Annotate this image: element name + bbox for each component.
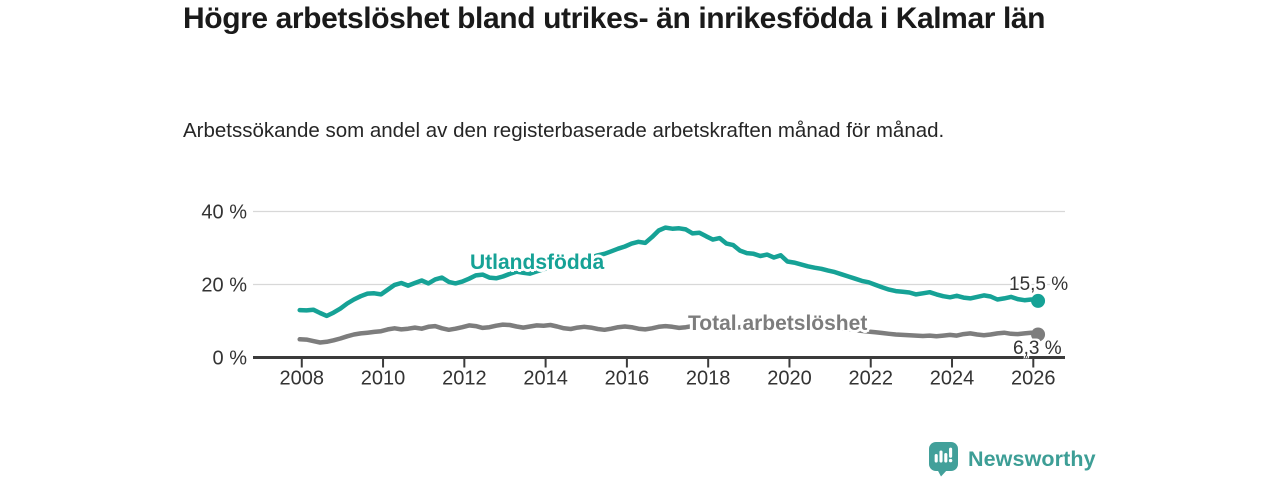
x-axis-tick-label: 2008	[280, 368, 325, 390]
series-end-dot-0	[1031, 293, 1046, 308]
x-axis-tick-label: 2012	[442, 368, 487, 390]
x-axis-tick-label: 2020	[767, 368, 812, 390]
series-end-dot-1	[1031, 327, 1046, 342]
series-line-1	[297, 320, 1041, 345]
x-axis-tick-label: 2010	[361, 368, 406, 390]
x-axis-tick-label: 2016	[605, 368, 650, 390]
y-axis-tick-label: 40 %	[201, 202, 247, 224]
x-axis-tick-label: 2014	[523, 368, 568, 390]
chart-subtitle: Arbetssökande som andel av den registerb…	[183, 119, 945, 142]
newsworthy-logo-text: Newsworthy	[968, 446, 1096, 471]
x-axis-tick-label: 2024	[930, 368, 975, 390]
series-label-utlandsfodda: Utlandsfödda	[470, 251, 605, 274]
end-value-total-arbetsloshet: 6,3 %	[1013, 338, 1062, 359]
newsworthy-logo: Newsworthy	[928, 441, 1096, 477]
series-label-total-arbetsloshet: Total arbetslöshet	[688, 312, 868, 335]
x-axis-tick-label: 2018	[686, 368, 731, 390]
end-value-utlandsfodda: 15,5 %	[1009, 274, 1069, 295]
y-axis-tick-label: 0 %	[213, 348, 248, 370]
chart-title: Högre arbetslöshet bland utrikes- än inr…	[183, 2, 1046, 35]
x-axis-tick-label: 2026	[1011, 368, 1056, 390]
y-axis-tick-label: 20 %	[201, 275, 247, 297]
x-axis-tick-label: 2022	[848, 368, 893, 390]
newsworthy-logo-icon	[929, 442, 958, 477]
series-line-0	[297, 225, 1041, 319]
